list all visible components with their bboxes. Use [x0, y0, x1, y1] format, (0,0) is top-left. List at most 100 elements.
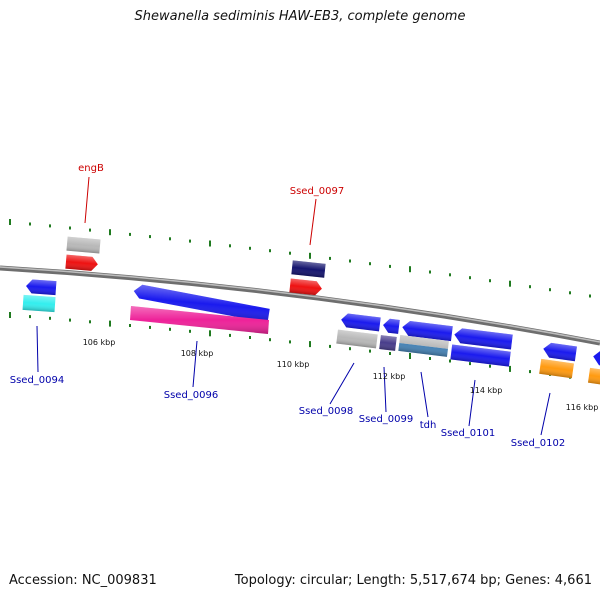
- leader-ssed-0096: [192, 340, 198, 388]
- outer-tick: [109, 229, 111, 236]
- outer-tick: [389, 264, 391, 268]
- leader-ssed-0101: [468, 379, 476, 427]
- leader-ssed-0097: [309, 198, 317, 246]
- outer-tick: [9, 219, 11, 225]
- scale-label-106: 106 kbp: [83, 338, 116, 347]
- outer-tick: [489, 279, 491, 283]
- label-ssed-0096[interactable]: Ssed_0096: [164, 390, 219, 401]
- gene-ssed-0101[interactable]: [450, 344, 511, 367]
- outer-tick-ring: [9, 219, 591, 298]
- label-engB[interactable]: engB: [78, 163, 104, 174]
- scale-label-108: 108 kbp: [181, 349, 214, 358]
- outer-tick: [309, 252, 311, 259]
- gene-edge-arrow[interactable]: [592, 349, 600, 367]
- gene-edge-orange[interactable]: [587, 367, 600, 386]
- outer-tick: [469, 276, 471, 280]
- gene-ssed-0097[interactable]: [289, 278, 322, 296]
- outer-tick: [229, 244, 231, 248]
- outer-tick: [289, 251, 291, 255]
- genome-backbone-highlight: [0, 266, 600, 343]
- outer-tick: [349, 259, 351, 263]
- inner-tick: [349, 347, 351, 351]
- inner-tick: [369, 349, 371, 353]
- inner-tick: [29, 315, 31, 319]
- outer-tick: [249, 246, 251, 250]
- gene-tdh[interactable]: [398, 335, 449, 357]
- inner-tick: [389, 352, 391, 355]
- inner-tick: [309, 341, 311, 348]
- inner-tick: [109, 320, 111, 327]
- gene-ssed-0097-box[interactable]: [291, 260, 326, 278]
- gene-engB-arrow[interactable]: [65, 254, 98, 272]
- outer-tick: [329, 256, 331, 260]
- outer-tick: [429, 270, 431, 274]
- label-ssed-0102[interactable]: Ssed_0102: [511, 438, 566, 449]
- inner-tick: [469, 362, 471, 366]
- inner-tick: [169, 327, 171, 331]
- outer-tick: [89, 228, 91, 232]
- outer-tick: [49, 224, 51, 228]
- gene-features: [22, 236, 600, 386]
- label-ssed-0098[interactable]: Ssed_0098: [299, 406, 354, 417]
- outer-tick: [29, 222, 31, 226]
- label-ssed-0101[interactable]: Ssed_0101: [441, 428, 496, 439]
- leader-ssed-0099: [383, 366, 387, 413]
- inner-tick: [249, 336, 251, 339]
- gene-ssed-0099[interactable]: [379, 335, 397, 351]
- outer-tick: [149, 235, 151, 239]
- label-ssed-0099[interactable]: Ssed_0099: [359, 414, 414, 425]
- inner-tick: [69, 318, 71, 322]
- leader-ssed-0102: [540, 392, 551, 436]
- inner-tick: [529, 370, 531, 374]
- outer-tick: [269, 249, 271, 253]
- outer-tick: [189, 239, 191, 243]
- gene-ssed-0101-arrow[interactable]: [453, 328, 513, 350]
- outer-tick: [549, 288, 551, 292]
- inner-tick: [489, 364, 491, 368]
- gene-ssed-0094-arrow[interactable]: [26, 279, 57, 296]
- outer-tick: [509, 280, 511, 287]
- inner-tick: [409, 353, 411, 359]
- gene-ssed-0102[interactable]: [539, 358, 574, 379]
- scale-label-114: 114 kbp: [470, 386, 503, 395]
- inner-tick: [189, 329, 191, 333]
- outer-tick: [569, 291, 571, 295]
- scale-label-110: 110 kbp: [277, 360, 310, 369]
- topology-text: Topology: circular; Length: 5,517,674 bp…: [234, 573, 592, 588]
- gene-ssed-0094[interactable]: [22, 294, 56, 313]
- inner-tick: [449, 359, 451, 363]
- gene-ssed-0099-arrow[interactable]: [382, 318, 400, 334]
- genome-backbone: [0, 265, 600, 346]
- outer-tick: [169, 237, 171, 241]
- inner-tick: [149, 325, 151, 329]
- outer-tick: [589, 294, 591, 298]
- gene-ssed-0096[interactable]: [130, 306, 269, 334]
- outer-tick: [529, 285, 531, 289]
- gene-labels: engB Ssed_0097 Ssed_0094 Ssed_0096 Ssed_…: [10, 163, 566, 449]
- leader-tdh: [420, 371, 429, 418]
- outer-tick: [369, 262, 371, 266]
- inner-tick: [429, 357, 431, 360]
- leader-engB: [84, 176, 90, 224]
- outer-tick: [209, 240, 211, 247]
- label-tdh[interactable]: tdh: [420, 420, 437, 431]
- scale-labels: 106 kbp 108 kbp 110 kbp 112 kbp 114 kbp …: [83, 338, 599, 412]
- leader-ssed-0098: [329, 362, 355, 405]
- scale-label-112: 112 kbp: [373, 372, 406, 381]
- inner-tick: [49, 316, 51, 320]
- outer-tick: [449, 273, 451, 277]
- gene-ssed-0096-arrow[interactable]: [132, 284, 271, 323]
- outer-tick: [129, 232, 131, 236]
- inner-tick: [509, 365, 511, 372]
- gene-ssed-0098-arrow[interactable]: [340, 313, 381, 332]
- label-ssed-0094[interactable]: Ssed_0094: [10, 375, 65, 386]
- label-ssed-0097[interactable]: Ssed_0097: [290, 186, 345, 197]
- gene-ssed-0098[interactable]: [336, 329, 378, 349]
- gene-engB[interactable]: [66, 236, 101, 254]
- scale-label-116: 116 kbp: [566, 403, 599, 412]
- map-title: Shewanella sediminis HAW-EB3, complete g…: [134, 9, 466, 24]
- gene-tdh-arrow[interactable]: [401, 320, 453, 342]
- gene-ssed-0102-arrow[interactable]: [542, 342, 577, 362]
